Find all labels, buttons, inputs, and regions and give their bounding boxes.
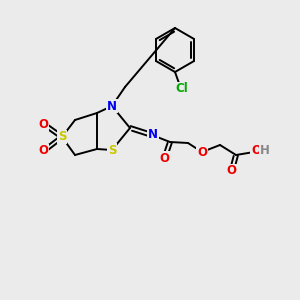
Text: O: O (38, 118, 48, 130)
Text: O: O (251, 145, 261, 158)
Text: N: N (148, 128, 158, 140)
Text: O: O (197, 146, 207, 160)
Text: S: S (58, 130, 66, 143)
Text: O: O (159, 152, 169, 164)
Text: S: S (108, 143, 116, 157)
Text: O: O (226, 164, 236, 178)
Text: H: H (260, 145, 270, 158)
Text: O: O (38, 145, 48, 158)
Text: N: N (107, 100, 117, 112)
Text: Cl: Cl (176, 82, 188, 95)
